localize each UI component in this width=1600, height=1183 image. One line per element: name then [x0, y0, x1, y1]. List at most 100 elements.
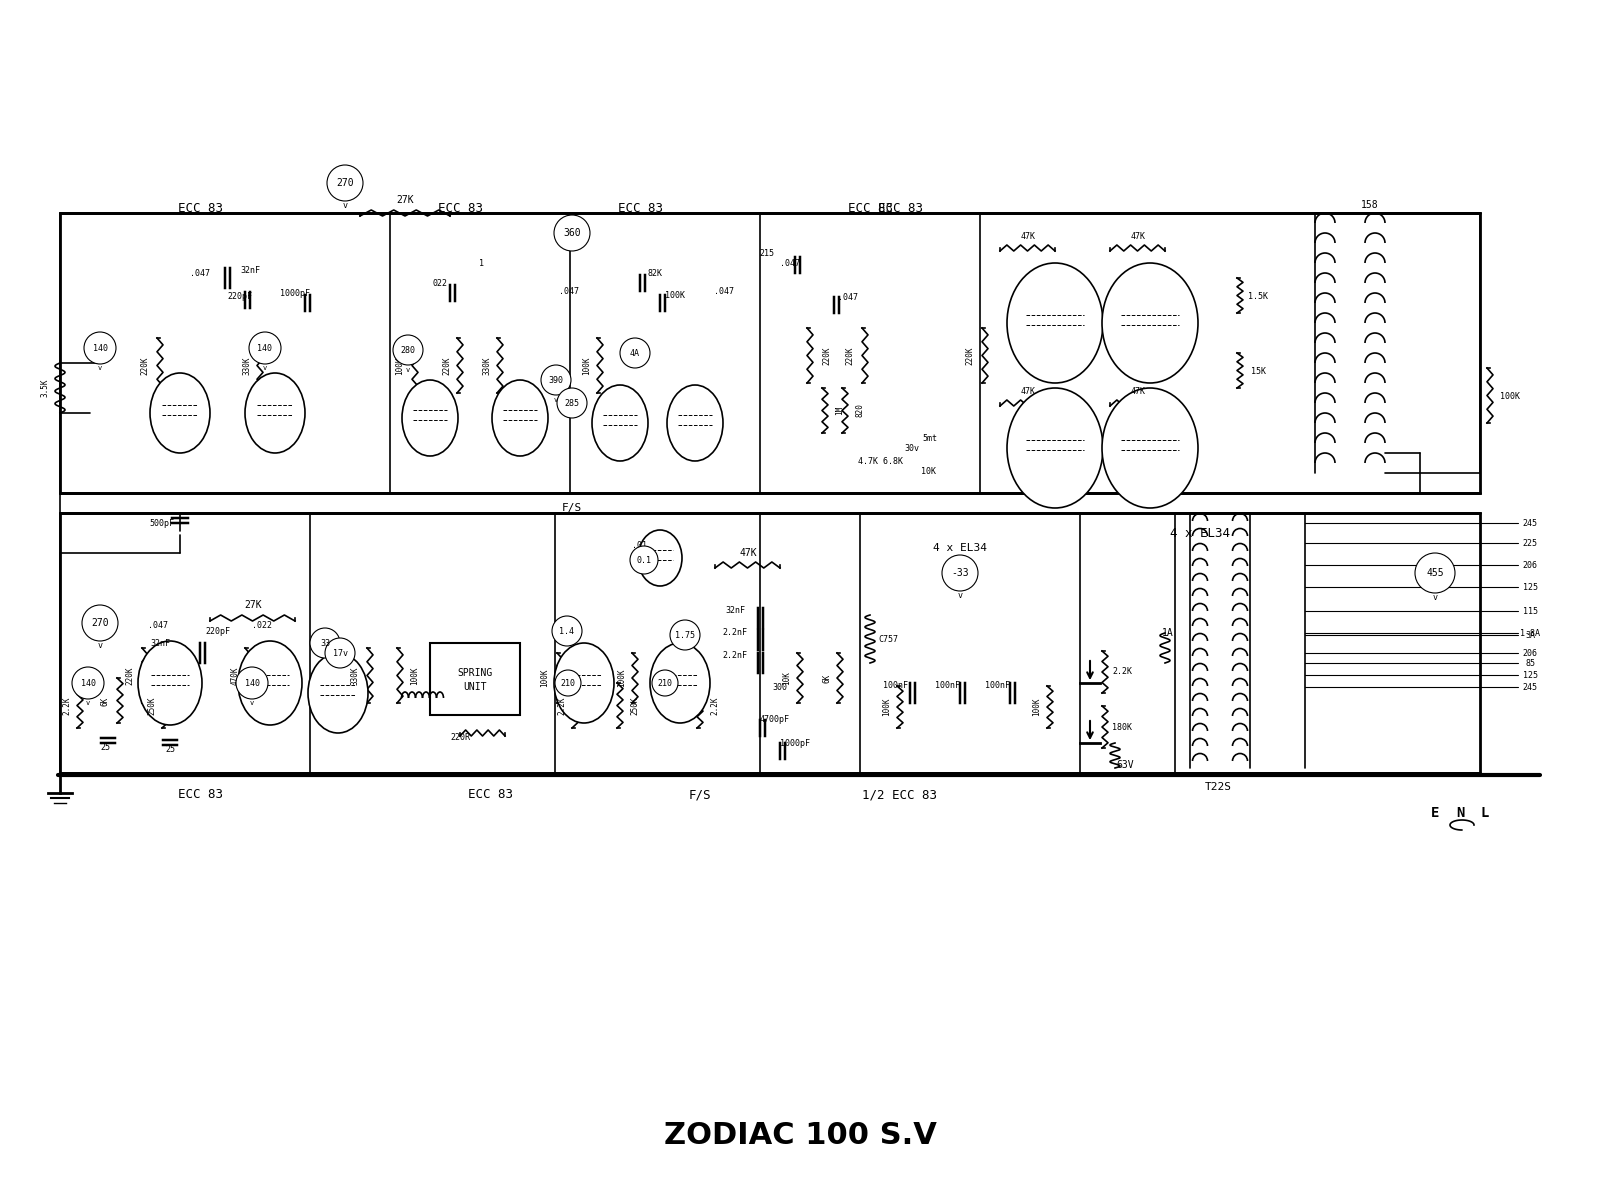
Text: 100nF: 100nF	[934, 680, 960, 690]
Text: UNIT: UNIT	[464, 683, 486, 692]
Text: ECC 83: ECC 83	[848, 201, 893, 214]
Ellipse shape	[638, 530, 682, 586]
Text: ECC 83: ECC 83	[467, 789, 512, 802]
Text: 47K: 47K	[1021, 232, 1035, 240]
Text: 4700pF: 4700pF	[760, 716, 790, 724]
Text: 180K: 180K	[1112, 723, 1133, 731]
Circle shape	[554, 215, 590, 251]
Circle shape	[83, 332, 115, 364]
Text: 100nF: 100nF	[883, 680, 907, 690]
Text: 1.4: 1.4	[560, 627, 574, 635]
Text: ECC 83: ECC 83	[877, 201, 923, 214]
Text: 220K: 220K	[845, 347, 854, 366]
Bar	[61, 213, 1480, 493]
Circle shape	[552, 616, 582, 646]
Ellipse shape	[1006, 388, 1102, 508]
Text: 220K: 220K	[125, 667, 134, 685]
Text: v: v	[86, 700, 90, 706]
Text: 250K: 250K	[630, 697, 640, 716]
Text: 250K: 250K	[147, 697, 157, 716]
Text: 2.2K: 2.2K	[62, 697, 72, 716]
Text: 330K: 330K	[350, 667, 360, 685]
Text: 100nF: 100nF	[984, 680, 1010, 690]
Circle shape	[630, 547, 658, 574]
Text: -33: -33	[950, 568, 970, 578]
Text: 25: 25	[99, 743, 110, 752]
Text: 10K: 10K	[782, 671, 792, 685]
Text: 210: 210	[658, 679, 672, 687]
Text: 1000pF: 1000pF	[781, 738, 810, 748]
Text: v: v	[98, 366, 102, 371]
Text: 220K: 220K	[822, 347, 832, 366]
Circle shape	[942, 555, 978, 592]
Circle shape	[541, 366, 571, 395]
Text: 100K: 100K	[582, 357, 592, 375]
Text: 100K: 100K	[395, 357, 405, 375]
Text: N: N	[1456, 806, 1464, 820]
Text: 470K: 470K	[230, 667, 240, 685]
Text: 360: 360	[563, 228, 581, 238]
Text: 285: 285	[565, 399, 579, 407]
Text: 220pF: 220pF	[227, 291, 253, 300]
Text: v: v	[342, 200, 347, 209]
Ellipse shape	[650, 644, 710, 723]
Text: 100K: 100K	[883, 698, 891, 716]
Text: 210: 210	[560, 679, 576, 687]
Text: .022: .022	[253, 621, 272, 629]
Text: 100K: 100K	[411, 667, 419, 685]
Text: 33: 33	[320, 639, 330, 647]
Text: 140: 140	[245, 679, 259, 687]
Text: 3A: 3A	[1525, 631, 1534, 640]
Text: .047: .047	[838, 292, 858, 302]
Ellipse shape	[307, 653, 368, 733]
Text: 100K: 100K	[666, 291, 685, 299]
Text: 47K: 47K	[1131, 232, 1146, 240]
Text: 4 x EL34: 4 x EL34	[1170, 526, 1230, 539]
Text: 220R: 220R	[450, 733, 470, 743]
Text: 125: 125	[1523, 671, 1538, 679]
Text: 5mt: 5mt	[923, 433, 938, 442]
Ellipse shape	[1006, 263, 1102, 383]
Ellipse shape	[493, 380, 547, 455]
Text: ECC 83: ECC 83	[178, 201, 222, 214]
Text: SPRING: SPRING	[458, 668, 493, 678]
Text: 2.2K: 2.2K	[710, 697, 720, 716]
Text: 15K: 15K	[1251, 367, 1266, 375]
Text: 3.5K: 3.5K	[40, 379, 50, 397]
Text: R: R	[573, 619, 578, 627]
Bar	[61, 513, 1480, 772]
Text: v: v	[262, 366, 267, 371]
Text: 390: 390	[549, 375, 563, 384]
Text: 17v: 17v	[333, 648, 347, 658]
Text: v: v	[406, 367, 410, 373]
Circle shape	[555, 670, 581, 696]
Text: 27K: 27K	[245, 600, 262, 610]
Text: 6K: 6K	[101, 697, 109, 705]
Text: .01: .01	[632, 541, 648, 549]
Text: .047: .047	[714, 286, 734, 296]
Text: 158: 158	[1362, 200, 1379, 211]
Text: 85: 85	[1525, 659, 1534, 667]
Text: .047: .047	[781, 259, 800, 267]
Text: .047: .047	[558, 286, 579, 296]
Text: C757: C757	[878, 634, 898, 644]
Text: 022: 022	[432, 278, 448, 287]
Text: ZODIAC 100 S.V: ZODIAC 100 S.V	[664, 1121, 936, 1150]
Text: 4 x EL34: 4 x EL34	[933, 543, 987, 552]
Text: 27K: 27K	[397, 195, 414, 205]
Text: L: L	[1482, 806, 1490, 820]
Text: 206: 206	[1523, 648, 1538, 658]
Text: 1/2 ECC 83: 1/2 ECC 83	[862, 789, 938, 802]
Circle shape	[557, 388, 587, 418]
Ellipse shape	[667, 384, 723, 461]
Text: 2.2nF: 2.2nF	[723, 627, 747, 636]
Text: 2.2nF: 2.2nF	[723, 651, 747, 659]
Text: 1: 1	[480, 259, 485, 267]
Circle shape	[250, 332, 282, 364]
Text: ECC 83: ECC 83	[178, 789, 222, 802]
Text: 10K: 10K	[920, 466, 936, 476]
Text: v: v	[554, 397, 558, 403]
Text: ECC 83: ECC 83	[437, 201, 483, 214]
Text: 1.5K: 1.5K	[1248, 291, 1267, 300]
Ellipse shape	[554, 644, 614, 723]
